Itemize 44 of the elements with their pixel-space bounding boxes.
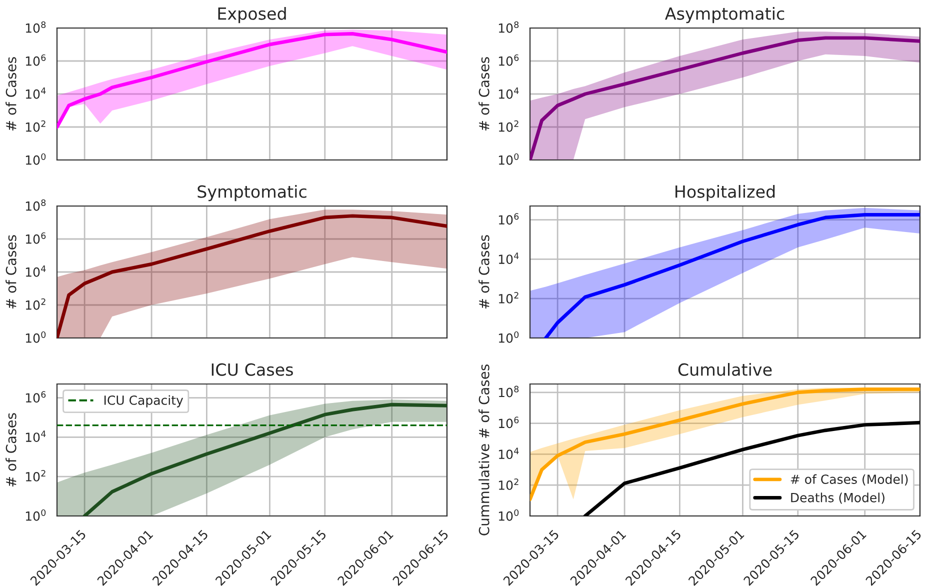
y-tick-label: 10$^{6}$ [498,54,519,66]
y-tick-label: 10$^{0}$ [26,509,46,521]
y-tick-label: 10$^{6}$ [498,213,519,225]
y-tick-label: 10$^{4}$ [26,88,46,99]
chart-title: Cumulative [678,363,772,376]
legend-label: ICU Capacity [104,395,184,408]
y-tick-label: 10$^{4}$ [498,88,519,99]
y-tick-label: 10$^{0}$ [498,509,519,521]
line-series [583,420,920,516]
y-tick-label: 10$^{4}$ [498,448,519,460]
y-tick-label: 10$^{4}$ [26,266,46,277]
legend-label: Deaths (Model) [791,492,884,504]
y-tick-label: 10$^{2}$ [498,478,518,490]
y-tick-label: 10$^{4}$ [26,430,46,442]
y-tick-label: 10$^{6}$ [498,416,519,428]
chart-title: ICU Cases [212,363,293,376]
y-tick-label: 10$^{2}$ [26,120,46,132]
y-tick-label: 10$^{4}$ [498,252,519,264]
y-tick-label: 10$^{8}$ [498,386,519,398]
chart-title: Symptomatic [198,185,306,202]
y-tick-label: 10$^{2}$ [26,470,46,482]
y-tick-label: 10$^{0}$ [26,153,46,165]
y-tick-label: 10$^{8}$ [498,21,519,33]
chart-title: Hospitalized [676,185,775,202]
y-tick-label: 10$^{6}$ [26,391,46,403]
y-tick-label: 10$^{8}$ [26,21,46,33]
y-tick-label: 10$^{6}$ [26,54,46,66]
y-tick-label: 10$^{8}$ [26,199,46,211]
y-tick-label: 10$^{0}$ [26,331,46,343]
y-tick-label: 10$^{2}$ [26,298,46,310]
legend-label: # of Cases (Model) [790,474,908,486]
chart-title: Asymptomatic [664,7,784,24]
y-axis-title: # of Cases [478,235,490,308]
y-axis-title: Cummulative # of Cases [478,364,490,536]
y-axis-title: # of Cases [478,57,490,130]
y-tick-label: 10$^{2}$ [498,120,518,132]
y-axis-title: # of Cases [6,235,16,308]
y-axis-title: # of Cases [6,413,16,486]
y-axis-title: # of Cases [6,57,16,130]
chart-title: Exposed [218,7,286,24]
y-tick-label: 10$^{6}$ [26,232,46,244]
y-tick-label: 10$^{0}$ [498,153,519,165]
y-tick-label: 10$^{2}$ [498,292,518,304]
y-tick-label: 10$^{0}$ [498,331,519,343]
